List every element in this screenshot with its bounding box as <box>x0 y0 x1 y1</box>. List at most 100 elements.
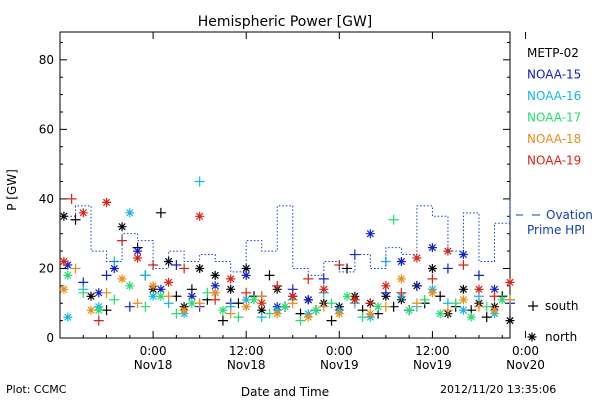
data-point <box>396 287 407 298</box>
data-point <box>435 291 446 302</box>
legend-south-label: south <box>545 299 579 313</box>
data-point <box>179 263 190 274</box>
data-point <box>427 243 437 253</box>
data-point <box>171 308 182 319</box>
data-point <box>171 259 182 270</box>
data-point <box>295 315 306 326</box>
x-tick-label-time: 12:00 <box>229 344 264 358</box>
data-point <box>411 298 422 309</box>
data-point <box>94 288 104 298</box>
data-point <box>256 312 267 323</box>
data-point <box>257 305 267 315</box>
y-axis-label: P [GW] <box>5 169 19 211</box>
x-tick-label-date: Nov18 <box>227 358 266 372</box>
data-point <box>458 305 468 315</box>
data-point <box>140 270 151 281</box>
data-point <box>109 264 119 273</box>
data-point <box>435 309 445 319</box>
data-point <box>70 263 81 274</box>
series-noaa-17 <box>63 214 507 326</box>
data-point <box>226 284 236 294</box>
data-point <box>210 281 220 291</box>
legend: METP-02 NOAA-15 NOAA-16 NOAA-17 NOAA-18 NOAA-… <box>516 46 593 344</box>
data-point <box>365 309 375 319</box>
data-point <box>303 312 313 322</box>
series-noaa-19 <box>59 193 515 326</box>
legend-item-noaa-17: NOAA-17 <box>527 111 581 125</box>
data-point <box>450 298 461 309</box>
chart-title: Hemispheric Power [GW] <box>198 14 373 30</box>
data-point <box>125 281 135 291</box>
data-point <box>427 273 438 284</box>
data-point <box>156 291 166 301</box>
data-point <box>342 291 352 301</box>
data-point <box>148 281 158 291</box>
data-point <box>148 291 158 301</box>
data-point <box>63 270 73 280</box>
data-point <box>179 305 189 315</box>
data-point <box>117 222 127 232</box>
series-noaa-15 <box>63 229 515 315</box>
data-point <box>233 312 244 323</box>
data-point <box>117 274 127 284</box>
legend-item-noaa-19: NOAA-19 <box>527 154 581 168</box>
legend-item-noaa-15: NOAA-15 <box>527 68 581 82</box>
data-point <box>109 294 120 305</box>
y-tick-label: 0 <box>46 331 54 345</box>
data-point <box>133 253 143 263</box>
data-point <box>163 291 174 302</box>
data-point <box>156 284 166 294</box>
data-point <box>505 294 515 305</box>
data-point <box>241 264 251 273</box>
data-point <box>505 316 515 326</box>
data-point <box>334 309 344 319</box>
data-point <box>86 291 96 301</box>
data-point <box>380 301 391 312</box>
data-point <box>194 298 205 309</box>
data-point <box>133 246 143 256</box>
y-tick-label: 20 <box>39 261 54 275</box>
data-point <box>78 208 88 218</box>
data-point <box>442 305 453 316</box>
data-point <box>381 281 391 291</box>
plot-timestamp: 2012/11/20 13:35:06 <box>440 383 557 396</box>
data-point <box>318 273 329 284</box>
plot-credit: Plot: CCMC <box>6 383 67 396</box>
x-tick-label-date: Nov19 <box>413 358 452 372</box>
data-point <box>350 295 360 305</box>
x-axis-label: Date and Time <box>241 385 329 399</box>
data-point <box>264 270 275 281</box>
data-point <box>272 280 283 291</box>
data-point <box>249 295 259 305</box>
data-point <box>466 312 476 322</box>
data-point <box>195 264 205 273</box>
data-point <box>78 287 89 298</box>
data-point <box>63 312 73 322</box>
data-point <box>241 295 251 305</box>
data-point <box>187 298 197 308</box>
data-point <box>427 288 437 298</box>
data-point <box>319 284 329 294</box>
plot-frame <box>59 31 511 339</box>
data-point <box>93 315 104 326</box>
data-point <box>101 270 112 281</box>
data-point <box>288 291 298 301</box>
x-tick-label-time: 0:00 <box>140 344 167 358</box>
x-tick-label-time: 12:00 <box>415 344 450 358</box>
data-point <box>349 249 360 260</box>
data-point <box>225 308 236 319</box>
south-marker-icon <box>528 301 538 311</box>
data-point <box>326 298 337 309</box>
data-point <box>365 298 376 309</box>
data-point <box>124 301 135 312</box>
data-point <box>473 270 484 281</box>
x-tick-label-date: Nov18 <box>134 358 173 372</box>
data-point <box>458 295 468 305</box>
data-point <box>396 274 406 284</box>
data-point <box>365 229 375 239</box>
x-tick-label-time: 0:00 <box>512 344 539 358</box>
data-point <box>473 301 484 312</box>
x-tick-label-date: Nov19 <box>320 358 359 372</box>
data-point <box>458 259 469 270</box>
data-point <box>505 277 515 287</box>
